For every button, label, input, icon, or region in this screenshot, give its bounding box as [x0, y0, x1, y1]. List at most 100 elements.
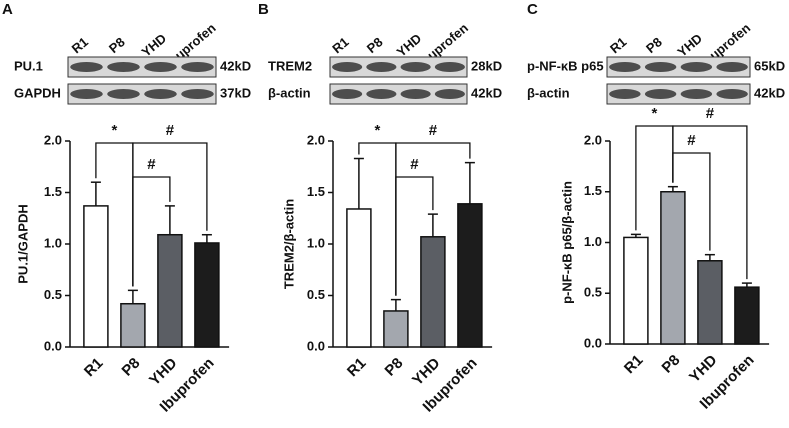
- y-tick-label: 1.0: [307, 235, 325, 250]
- bar: [194, 242, 220, 348]
- lane-label: P8: [106, 34, 128, 56]
- y-tick-label: 1.5: [307, 184, 325, 199]
- x-tick-label: R1: [621, 352, 647, 378]
- bar: [83, 205, 109, 348]
- blot-strip: [329, 56, 468, 78]
- bar: [120, 302, 146, 348]
- x-tick-label: P8: [119, 355, 144, 380]
- x-tick-label: R1: [81, 355, 107, 381]
- blot-band: [680, 62, 713, 72]
- significance-mark: #: [147, 156, 156, 173]
- blot-protein: GAPDH: [14, 85, 61, 100]
- significance-bracket: [395, 176, 434, 296]
- lane-label: P8: [364, 34, 386, 56]
- blot-size: 28kD: [471, 58, 502, 73]
- y-tick-label: 0.0: [584, 335, 602, 350]
- y-tick-label: 0.0: [307, 338, 325, 353]
- significance-mark: #: [687, 132, 696, 149]
- blot-band: [181, 89, 214, 99]
- blot-band: [434, 89, 465, 99]
- y-tick-label: 1.5: [44, 184, 62, 199]
- blot-band: [332, 62, 363, 72]
- blot-band: [680, 89, 713, 99]
- blot-band: [181, 62, 214, 72]
- blot-band: [70, 89, 103, 99]
- blot-size: 42kD: [754, 85, 785, 100]
- blot-band: [434, 62, 465, 72]
- bar: [457, 203, 483, 348]
- y-tick-label: 2.0: [44, 132, 62, 147]
- x-tick-label: R1: [344, 355, 370, 381]
- blot-band: [366, 89, 397, 99]
- y-tick-label: 1.5: [584, 183, 602, 198]
- blot-band: [644, 89, 677, 99]
- blot-band: [144, 62, 177, 72]
- y-axis-label: TREM2/β-actin: [281, 199, 296, 289]
- bar: [623, 236, 649, 345]
- lane-label: P8: [643, 34, 665, 56]
- blot-strip: [606, 83, 751, 105]
- panel-letter: B: [258, 1, 269, 18]
- bar: [383, 310, 409, 348]
- y-tick-label: 0.5: [584, 285, 602, 300]
- lane-label: R1: [607, 34, 629, 56]
- significance-bracket: [672, 152, 711, 251]
- y-tick-label: 2.0: [584, 132, 602, 147]
- blot-strip: [67, 83, 217, 105]
- blot-size: 42kD: [220, 58, 251, 73]
- lane-label: YHD: [138, 31, 169, 60]
- blot-strip: [67, 56, 217, 78]
- bar: [420, 236, 446, 348]
- blot-protein: p-NF-κB p65: [527, 58, 604, 73]
- blot-protein: TREM2: [268, 58, 312, 73]
- y-tick-label: 1.0: [44, 235, 62, 250]
- blot-protein: β-actin: [268, 85, 311, 100]
- y-tick-label: 0.0: [44, 338, 62, 353]
- bar: [157, 233, 183, 348]
- blot-band: [716, 89, 748, 99]
- blot-band: [400, 89, 431, 99]
- x-tick-label: P8: [659, 352, 684, 377]
- blot-strip: [606, 56, 751, 78]
- blot-band: [107, 89, 140, 99]
- significance-mark: #: [706, 105, 715, 122]
- blot-size: 65kD: [754, 58, 785, 73]
- blot-band: [70, 62, 103, 72]
- blot-band: [609, 89, 641, 99]
- lane-label: R1: [69, 34, 91, 56]
- panel-letter: C: [527, 1, 538, 18]
- blot-band: [332, 89, 363, 99]
- blot-band: [644, 62, 677, 72]
- significance-bracket: [132, 176, 171, 287]
- lane-label: R1: [329, 34, 351, 56]
- blot-band: [366, 62, 397, 72]
- y-tick-label: 0.5: [307, 287, 325, 302]
- bar: [660, 191, 686, 345]
- significance-mark: #: [410, 156, 419, 173]
- y-tick-label: 0.5: [44, 287, 62, 302]
- blot-protein: PU.1: [14, 58, 43, 73]
- blot-size: 37kD: [220, 85, 251, 100]
- x-tick-label: P8: [382, 355, 407, 380]
- blot-band: [716, 62, 748, 72]
- blot-band: [400, 62, 431, 72]
- bar: [734, 286, 760, 345]
- bar: [346, 208, 372, 348]
- y-tick-label: 2.0: [307, 132, 325, 147]
- significance-mark: *: [374, 122, 380, 139]
- significance-mark: *: [111, 122, 117, 139]
- significance-mark: #: [429, 122, 438, 139]
- blot-protein: β-actin: [527, 85, 570, 100]
- blot-band: [144, 89, 177, 99]
- significance-mark: *: [651, 105, 657, 122]
- blot-band: [107, 62, 140, 72]
- blot-band: [609, 62, 641, 72]
- y-tick-label: 1.0: [584, 234, 602, 249]
- bar: [697, 260, 723, 345]
- panel-letter: A: [2, 1, 13, 18]
- y-axis-label: p-NF-κB p65/β-actin: [559, 181, 574, 304]
- blot-strip: [329, 83, 468, 105]
- blot-size: 42kD: [471, 85, 502, 100]
- significance-mark: #: [166, 122, 175, 139]
